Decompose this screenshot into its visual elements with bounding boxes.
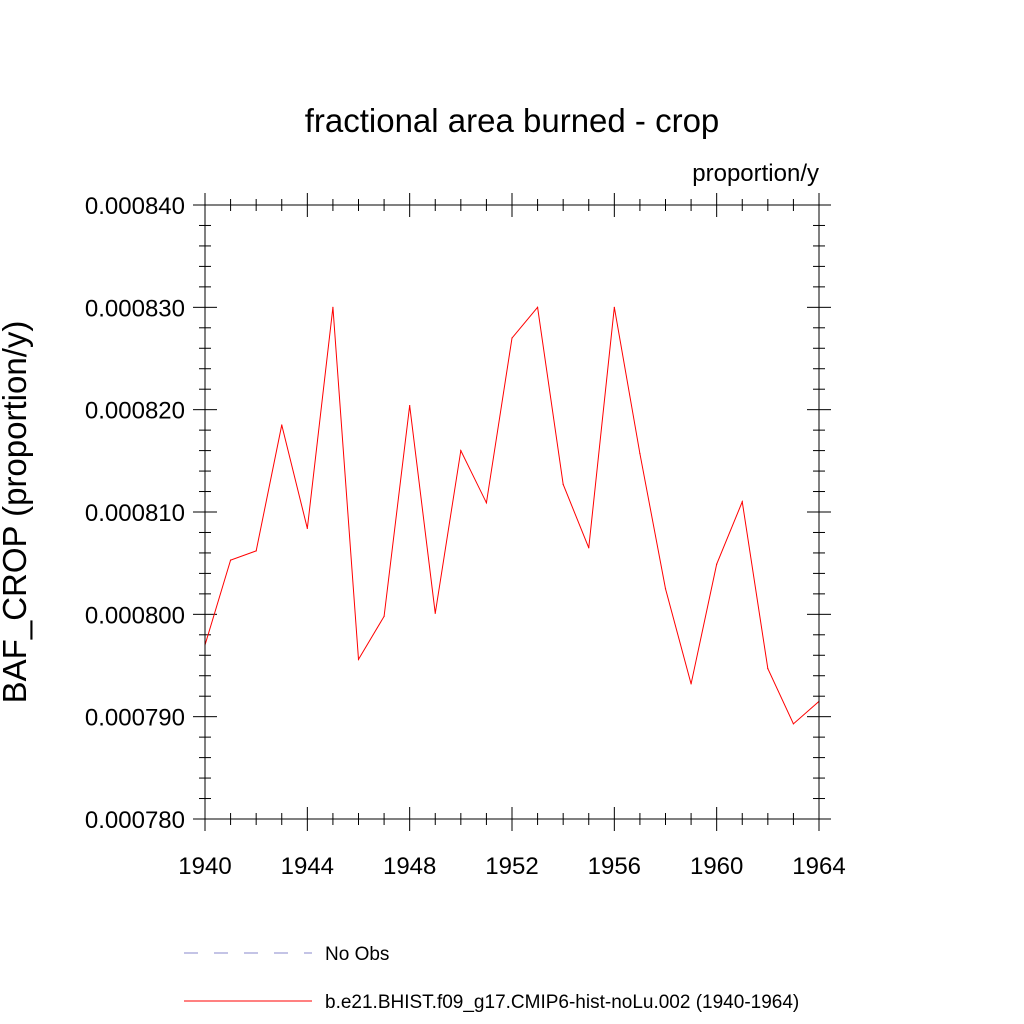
y-tick-label: 0.000810 — [85, 500, 185, 527]
data-point — [741, 501, 743, 503]
legend: No Obs b.e21.BHIST.f09_g17.CMIP6-hist-noL… — [184, 944, 799, 1013]
data-point — [485, 502, 488, 504]
x-tick-label: 1940 — [178, 853, 231, 880]
y-tick-label: 0.000830 — [85, 295, 185, 322]
data-point — [229, 559, 232, 561]
axis-ticks — [193, 193, 831, 831]
data-point — [792, 723, 795, 725]
data-point — [281, 424, 283, 426]
data-point — [588, 547, 590, 549]
data-point — [460, 450, 462, 452]
legend-label: b.e21.BHIST.f09_g17.CMIP6-hist-noLu.002 … — [325, 992, 799, 1013]
x-tick-label: 1944 — [281, 853, 334, 880]
x-tick-label: 1960 — [690, 853, 743, 880]
y-tick-label: 0.000800 — [85, 602, 185, 629]
data-point — [357, 658, 360, 660]
data-point — [690, 683, 692, 685]
data-point — [383, 615, 385, 617]
y-axis-label: BAF_CROP (proportion/y) — [0, 321, 33, 704]
data-point — [664, 588, 667, 590]
data-point — [716, 563, 718, 565]
data-point — [767, 667, 769, 670]
x-tick-labels: 1940 1944 1948 1952 1956 1960 1964 — [178, 853, 845, 880]
x-tick-label: 1956 — [588, 853, 641, 880]
chart-title: fractional area burned - crop — [305, 102, 720, 139]
data-point — [255, 550, 257, 552]
data-point — [332, 306, 334, 308]
data-point — [536, 306, 539, 308]
y-tick-labels: 0.000780 0.000790 0.000800 0.000810 0.000820… — [85, 193, 185, 834]
data-point — [511, 337, 513, 339]
legend-label: No Obs — [325, 944, 389, 965]
y-tick-label: 0.000820 — [85, 398, 185, 425]
plot-area — [204, 306, 820, 725]
x-tick-label: 1948 — [383, 853, 436, 880]
units-label: proportion/y — [692, 160, 819, 187]
data-point — [409, 404, 411, 407]
x-tick-label: 1952 — [485, 853, 538, 880]
series-line — [204, 306, 820, 725]
data-point — [613, 306, 615, 308]
x-tick-label: 1964 — [792, 853, 845, 880]
y-tick-label: 0.000780 — [85, 807, 185, 834]
data-point — [306, 527, 308, 529]
data-point — [434, 612, 436, 614]
data-point — [639, 453, 641, 455]
data-point — [562, 483, 564, 485]
y-tick-label: 0.000840 — [85, 193, 185, 220]
y-tick-label: 0.000790 — [85, 705, 185, 732]
plot-frame — [204, 204, 820, 820]
